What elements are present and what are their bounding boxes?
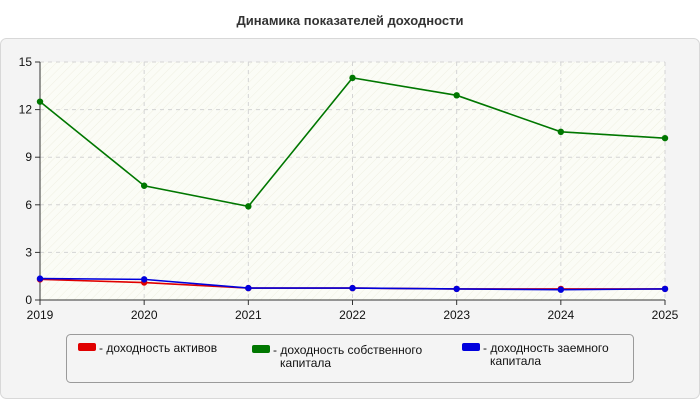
legend-label: - доходность собственного капитала — [273, 343, 423, 370]
y-tick-label: 12 — [19, 103, 33, 117]
x-tick-label: 2024 — [547, 308, 574, 322]
data-point — [349, 284, 356, 292]
data-point — [245, 203, 252, 210]
data-point — [557, 286, 565, 293]
series-2 — [36, 74, 669, 210]
data-point — [661, 134, 669, 142]
data-point — [140, 182, 148, 189]
legend-label: - доходность заемного капитала — [483, 341, 609, 368]
legend-item-2: - доходность собственного капитала — [252, 343, 423, 370]
data-point — [557, 128, 565, 136]
x-tick-label: 2021 — [235, 308, 262, 322]
series-3 — [36, 275, 669, 293]
data-point — [453, 92, 460, 99]
y-tick-label: 9 — [25, 150, 32, 164]
x-tick-label: 2020 — [131, 308, 158, 322]
y-tick-label: 6 — [25, 198, 32, 212]
y-tick-label: 0 — [25, 293, 32, 307]
gridlines — [40, 61, 666, 300]
legend-swatch — [78, 343, 96, 351]
legend-box — [66, 334, 634, 383]
legend: - доходность активов - доходность собстве… — [78, 341, 609, 370]
y-tick-label: 15 — [19, 55, 33, 69]
x-tick-label: 2019 — [27, 308, 54, 322]
data-point — [349, 74, 356, 82]
plot-area-hatch — [40, 62, 665, 300]
legend-swatch — [252, 345, 270, 353]
legend-item-1: - доходность активов — [78, 341, 217, 355]
data-point — [36, 98, 44, 105]
x-tick-label: 2025 — [652, 308, 679, 322]
series-layer — [36, 74, 669, 293]
data-point — [245, 284, 252, 292]
data-point — [453, 285, 460, 293]
x-tick-label: 2022 — [339, 308, 366, 322]
chart-title: Динамика показателей доходности — [236, 13, 463, 28]
legend-label: - доходность активов — [99, 341, 217, 355]
legend-swatch — [462, 343, 480, 351]
x-tick-label: 2023 — [443, 308, 470, 322]
y-tick-label: 3 — [25, 245, 32, 259]
data-point — [140, 276, 148, 283]
data-point — [36, 275, 44, 282]
axes: 0 3 6 9 12 15 2019 2020 2021 2022 2023 2024 2025 — [19, 55, 679, 322]
data-point — [661, 285, 669, 293]
legend-item-3: - доходность заемного капитала — [462, 341, 609, 368]
